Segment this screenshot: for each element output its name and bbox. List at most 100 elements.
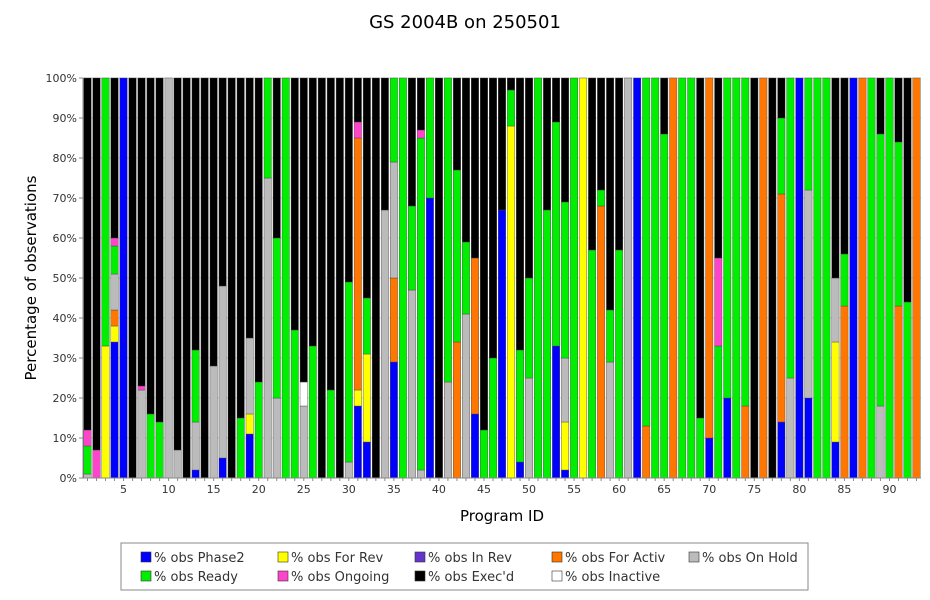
bar-segment-fr-program-19 (245, 413, 254, 435)
bar-segment-rd-program-67 (678, 77, 687, 479)
bar-segment-p2-program-47 (498, 209, 506, 479)
legend-label-p2: % obs Phase2 (154, 551, 245, 566)
bar-segment-ex-program-75 (750, 77, 759, 479)
bar-segment-ex-program-37 (407, 77, 416, 207)
bar-segment-og-program-31 (353, 121, 362, 139)
bar-segment-ex-program-17 (227, 77, 236, 479)
x-axis-title: Program ID (460, 507, 544, 525)
bar-segment-rd-program-9 (155, 421, 164, 479)
y-tick-label: 20% (53, 392, 77, 405)
bar-segment-fa-program-74 (741, 405, 750, 479)
bar-segment-rd-program-45 (480, 429, 488, 479)
bar-segment-p2-program-4 (110, 341, 119, 479)
bar-segment-fa-program-42 (453, 341, 461, 479)
bar-segment-rd-program-30 (344, 281, 353, 463)
bar-segment-ex-program-60 (615, 77, 624, 251)
bar-segment-oh-program-10 (164, 77, 173, 479)
bar-segment-ex-program-57 (588, 77, 597, 251)
bar-segment-rd-program-69 (696, 417, 705, 479)
legend-box (120, 542, 809, 591)
legend: % obs Phase2 % obs For Rev % obs In Rev % o… (120, 542, 809, 591)
bar-segment-fa-program-66 (669, 77, 678, 479)
bar-segment-rd-program-63 (642, 77, 651, 427)
bar-segment-ex-program-47 (498, 77, 506, 211)
bar-segment-rd-program-58 (597, 189, 606, 207)
bar-segment-p2-program-84 (831, 441, 840, 479)
bar-segment-ex-program-29 (335, 77, 344, 479)
chart-title: GS 2004B on 250501 (369, 12, 561, 33)
x-tick-label: 40 (432, 483, 446, 496)
bar-segment-ex-program-46 (489, 77, 497, 359)
bar-segment-rd-program-54 (561, 201, 569, 359)
x-tick-label: 50 (522, 483, 536, 496)
bar-segment-rd-program-36 (398, 77, 407, 479)
x-tick-label: 25 (297, 483, 311, 496)
legend-swatch-ex (414, 570, 426, 582)
legend-label-fa: % obs For Activ (565, 551, 666, 566)
bar-segment-ex-program-13 (191, 77, 200, 351)
bar-segment-p2-program-80 (795, 77, 804, 479)
y-tick-label: 0% (60, 472, 77, 485)
bar-segment-ex-program-11 (173, 77, 182, 451)
bar-segment-oh-program-7 (137, 389, 146, 479)
bar-segment-ex-program-77 (768, 77, 777, 479)
bar-segment-rd-program-85 (840, 253, 849, 307)
bar-segment-oh-program-43 (462, 313, 470, 479)
bar-segment-fa-program-76 (759, 77, 768, 479)
bar-segment-rd-program-81 (804, 77, 813, 191)
y-tick-label: 40% (53, 312, 77, 325)
bar-segment-in-program-25 (299, 381, 308, 407)
x-tick-label: 10 (162, 483, 176, 496)
bar-segment-ex-program-32 (362, 77, 371, 299)
bar-segment-fr-program-4 (110, 325, 119, 343)
bar-segment-ex-program-40 (435, 77, 443, 479)
x-tick-label: 70 (702, 483, 716, 496)
x-tick-label: 30 (342, 483, 356, 496)
x-tick-label: 15 (207, 483, 221, 496)
bar-segment-rd-program-79 (786, 77, 795, 379)
bar-segment-rd-program-71 (714, 345, 723, 479)
bar-segment-ex-program-12 (182, 77, 191, 479)
bar-segment-rd-program-83 (822, 77, 831, 479)
bar-segment-p2-program-39 (426, 197, 434, 479)
bar-segment-fr-program-54 (561, 421, 569, 471)
bar-segment-ex-program-89 (876, 77, 885, 135)
y-tick-label: 50% (53, 272, 77, 285)
bar-segment-rd-program-18 (236, 417, 245, 479)
y-tick-label: 30% (53, 352, 77, 365)
legend-swatch-in (551, 570, 563, 582)
bar-segment-rd-program-23 (281, 77, 290, 479)
bar-segment-og-program-38 (417, 129, 425, 139)
bar-segment-rd-program-60 (615, 249, 624, 479)
x-tick-label: 90 (882, 483, 896, 496)
bar-segment-og-program-1 (83, 429, 92, 447)
bar-segment-ex-program-58 (597, 77, 606, 191)
bar-segment-rd-program-89 (876, 133, 885, 407)
bar-segment-oh-program-4 (110, 273, 119, 311)
bar-segment-ex-program-7 (137, 77, 146, 387)
bar-segment-ex-program-33 (371, 77, 380, 479)
bar-segment-oh-program-37 (407, 289, 416, 479)
bar-segment-rd-program-20 (254, 381, 263, 479)
bar-segment-rd-program-32 (362, 297, 371, 355)
legend-swatch-fr (277, 551, 289, 563)
bar-segment-oh-program-30 (344, 461, 353, 479)
bar-segment-p2-program-32 (362, 441, 371, 479)
bar-segment-ex-program-27 (317, 77, 326, 479)
legend-label-in: % obs Inactive (565, 570, 660, 585)
bar-segment-fa-program-85 (840, 305, 849, 479)
bar-segment-oh-program-19 (245, 337, 254, 415)
bar-segment-ex-program-9 (155, 77, 164, 423)
bar-segment-oh-program-84 (831, 277, 840, 343)
y-axis: 0% 10% 20% 30% 40% 50% 60% 70% 80% 90% 100% (46, 72, 84, 485)
bar-segment-fa-program-35 (389, 277, 398, 363)
bar-segment-p2-program-62 (633, 77, 642, 479)
bar-segment-oh-program-81 (804, 189, 813, 399)
bar-segment-og-program-2 (92, 449, 101, 479)
bar-segment-fa-program-91 (894, 305, 903, 479)
bar-segment-rd-program-39 (426, 77, 434, 199)
bar-segment-ex-program-52 (543, 77, 551, 211)
x-tick-label: 20 (252, 483, 266, 496)
bar-segment-ex-program-28 (326, 77, 335, 391)
bar-segment-oh-program-50 (525, 377, 533, 479)
